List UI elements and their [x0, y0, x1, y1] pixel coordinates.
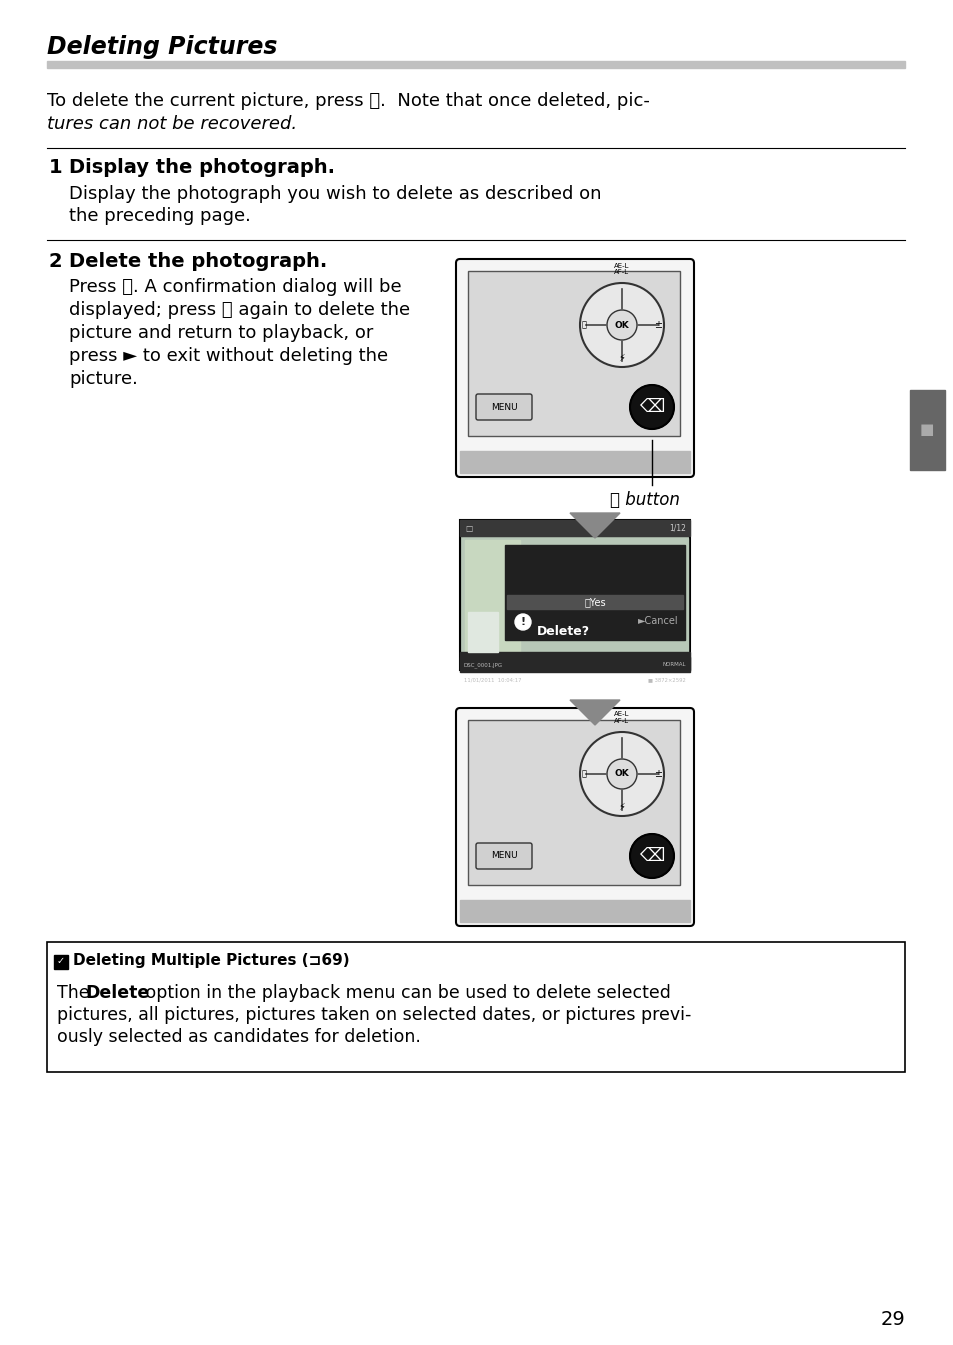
FancyBboxPatch shape [476, 394, 532, 420]
Bar [504, 545, 684, 640]
Bar [459, 900, 689, 923]
Text: 1: 1 [49, 157, 63, 178]
Text: 1/12: 1/12 [668, 523, 685, 533]
Text: Delete: Delete [85, 985, 149, 1002]
Text: OK: OK [614, 320, 629, 330]
Text: 11/01/2011  10:04:17: 11/01/2011 10:04:17 [463, 678, 521, 682]
Text: The: The [57, 985, 95, 1002]
Bar [459, 652, 689, 670]
Text: ±: ± [654, 769, 661, 779]
Text: AE-L
AF-L: AE-L AF-L [614, 262, 629, 274]
Text: □: □ [464, 523, 472, 533]
Text: the preceding page.: the preceding page. [69, 207, 251, 225]
Bar [459, 521, 689, 537]
Bar [459, 656, 689, 672]
Bar [506, 594, 682, 609]
Text: ⌛: ⌛ [581, 769, 586, 779]
Text: DSC_0001.JPG: DSC_0001.JPG [463, 662, 502, 668]
Text: ⓣ button: ⓣ button [610, 491, 679, 508]
Text: tures can not be recovered.: tures can not be recovered. [47, 116, 296, 133]
Text: NORMAL: NORMAL [661, 663, 685, 667]
Text: ⌫: ⌫ [639, 398, 664, 416]
Text: AE-L
AF-L: AE-L AF-L [614, 712, 629, 724]
Bar [461, 538, 687, 668]
Text: ⓣYes: ⓣYes [583, 597, 605, 607]
Text: Display the photograph you wish to delete as described on: Display the photograph you wish to delet… [69, 186, 601, 203]
Text: ⚡: ⚡ [618, 802, 625, 812]
Text: Display the photograph.: Display the photograph. [69, 157, 335, 178]
Text: Delete the photograph.: Delete the photograph. [69, 252, 327, 270]
Text: ⌫: ⌫ [639, 847, 664, 865]
Bar [47, 61, 904, 69]
Text: 2: 2 [49, 252, 63, 270]
Text: ±: ± [654, 320, 661, 330]
Polygon shape [569, 512, 619, 538]
Text: MENU: MENU [490, 402, 517, 412]
FancyBboxPatch shape [456, 707, 693, 925]
Text: ⚡: ⚡ [618, 352, 625, 363]
Text: Press ⓣ. A confirmation dialog will be: Press ⓣ. A confirmation dialog will be [69, 278, 401, 296]
Bar [54, 955, 68, 968]
Circle shape [629, 385, 673, 429]
Bar [468, 612, 497, 652]
Circle shape [629, 834, 673, 878]
Circle shape [579, 732, 663, 816]
Circle shape [606, 759, 637, 790]
Text: ⌛: ⌛ [581, 320, 586, 330]
Bar [468, 720, 679, 885]
Text: option in the playback menu can be used to delete selected: option in the playback menu can be used … [140, 985, 670, 1002]
Text: picture.: picture. [69, 370, 138, 387]
Text: To delete the current picture, press ⓣ.  Note that once deleted, pic-: To delete the current picture, press ⓣ. … [47, 91, 649, 110]
Bar [459, 451, 689, 473]
Text: ►Cancel: ►Cancel [638, 616, 679, 625]
Text: MENU: MENU [490, 851, 517, 861]
Text: pictures, all pictures, pictures taken on selected dates, or pictures previ-: pictures, all pictures, pictures taken o… [57, 1006, 691, 1024]
Circle shape [606, 309, 637, 340]
FancyBboxPatch shape [456, 260, 693, 477]
Text: Delete?: Delete? [537, 625, 590, 638]
Text: OK: OK [614, 769, 629, 779]
Text: picture and return to playback, or: picture and return to playback, or [69, 324, 373, 342]
Text: ■: ■ [919, 422, 933, 437]
Text: Deleting Pictures: Deleting Pictures [47, 35, 277, 59]
FancyBboxPatch shape [476, 843, 532, 869]
Text: ously selected as candidates for deletion.: ously selected as candidates for deletio… [57, 1028, 420, 1046]
Bar [468, 270, 679, 436]
Text: press ► to exit without deleting the: press ► to exit without deleting the [69, 347, 388, 364]
Bar [464, 539, 519, 664]
Text: ■ 3872×2592: ■ 3872×2592 [647, 678, 685, 682]
Text: Deleting Multiple Pictures (⊐69): Deleting Multiple Pictures (⊐69) [73, 954, 349, 968]
Circle shape [515, 615, 531, 629]
Bar [909, 390, 944, 469]
Circle shape [579, 282, 663, 367]
Text: !: ! [520, 617, 525, 627]
Text: displayed; press ⓣ again to delete the: displayed; press ⓣ again to delete the [69, 301, 410, 319]
Polygon shape [569, 699, 619, 725]
Text: ✓: ✓ [57, 956, 65, 966]
Text: 29: 29 [880, 1310, 904, 1329]
FancyBboxPatch shape [459, 521, 689, 670]
Bar [47, 941, 904, 1072]
